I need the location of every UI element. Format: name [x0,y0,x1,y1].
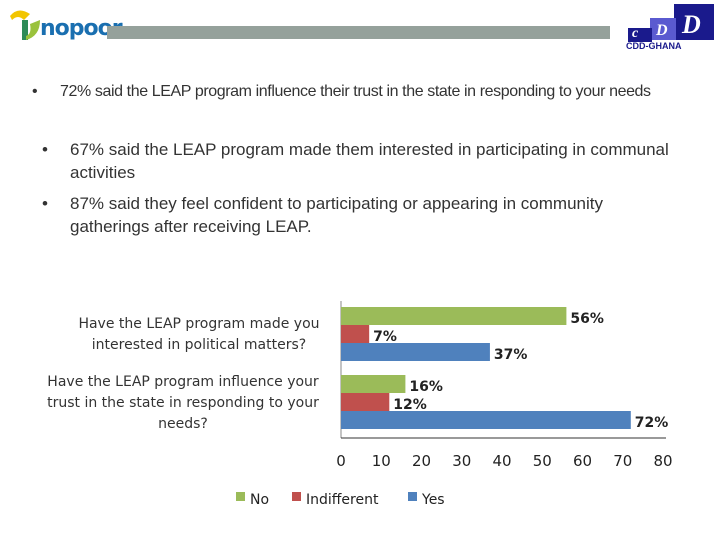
category-label-1: Have the LEAP program made you intereste… [78,316,320,353]
legend-label-yes: Yes [421,492,445,508]
bullet-1: • 72% said the LEAP program influence the… [32,83,651,100]
data-label: 37% [494,347,528,363]
bullet-text: 87% said they feel confident to particip… [70,194,603,236]
data-label: 16% [409,379,443,395]
bar-yes-1 [341,343,490,361]
cdd-ghana-logo: c D D CDD-GHANA [624,4,716,51]
cdd-ghana-text: CDD-GHANA [626,41,682,51]
x-tick-label: 40 [492,452,511,470]
legend-label-no: No [250,492,269,508]
bar-indifferent-2 [341,393,390,411]
bar-indifferent-1 [341,325,370,343]
x-tick-label: 0 [336,452,346,470]
bar-yes-2 [341,411,631,429]
legend-swatch-indifferent [292,492,301,501]
bullet-text: 67% said the LEAP program made them inte… [70,140,669,182]
x-tick-label: 80 [653,452,672,470]
bar-no-1 [341,307,567,325]
x-tick-label: 20 [412,452,431,470]
nopoor-logo-mark [10,10,40,40]
bullet-3: • 87% said they feel confident to partici… [42,194,603,236]
header-bar [107,26,610,39]
x-tick-label: 30 [452,452,471,470]
x-tick-label: 10 [372,452,391,470]
bullet-2: • 67% said the LEAP program made them int… [42,140,669,182]
data-label: 72% [635,415,669,431]
bullet-text: 72% said the LEAP program influence thei… [60,83,651,100]
data-label: 56% [570,311,604,327]
data-label: 7% [373,329,397,345]
x-tick-label: 60 [573,452,592,470]
bar-no-2 [341,375,406,393]
x-tick-label: 70 [613,452,632,470]
data-label: 12% [393,397,427,413]
legend-swatch-yes [408,492,417,501]
legend-label-indifferent: Indifferent [306,492,379,508]
x-tick-label: 50 [533,452,552,470]
legend-swatch-no [236,492,245,501]
category-label-2: Have the LEAP program influence your tru… [47,374,319,432]
